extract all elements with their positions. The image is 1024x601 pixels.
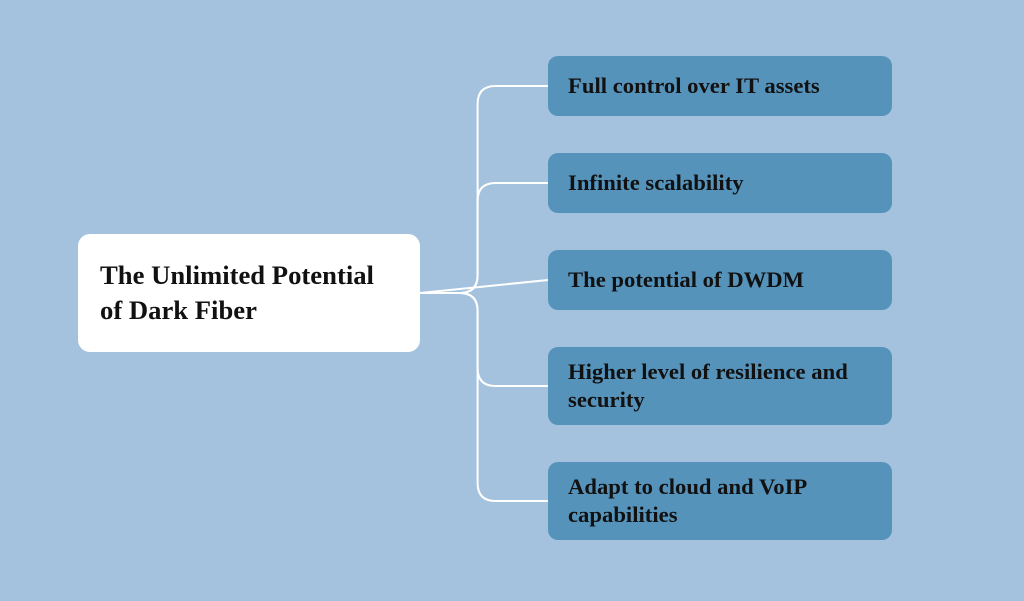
leaf-node-1: Infinite scalability bbox=[548, 153, 892, 213]
root-label: The Unlimited Potential of Dark Fiber bbox=[100, 258, 398, 327]
root-node: The Unlimited Potential of Dark Fiber bbox=[78, 234, 420, 352]
diagram-canvas: The Unlimited Potential of Dark Fiber Fu… bbox=[0, 0, 1024, 601]
leaf-node-4: Adapt to cloud and VoIP capabilities bbox=[548, 462, 892, 540]
leaf-label-4: Adapt to cloud and VoIP capabilities bbox=[568, 473, 872, 530]
leaf-label-3: Higher level of resilience and security bbox=[568, 358, 872, 415]
leaf-label-2: The potential of DWDM bbox=[568, 266, 804, 294]
leaf-node-0: Full control over IT assets bbox=[548, 56, 892, 116]
leaf-node-3: Higher level of resilience and security bbox=[548, 347, 892, 425]
leaf-label-0: Full control over IT assets bbox=[568, 72, 820, 100]
leaf-label-1: Infinite scalability bbox=[568, 169, 744, 197]
leaf-node-2: The potential of DWDM bbox=[548, 250, 892, 310]
